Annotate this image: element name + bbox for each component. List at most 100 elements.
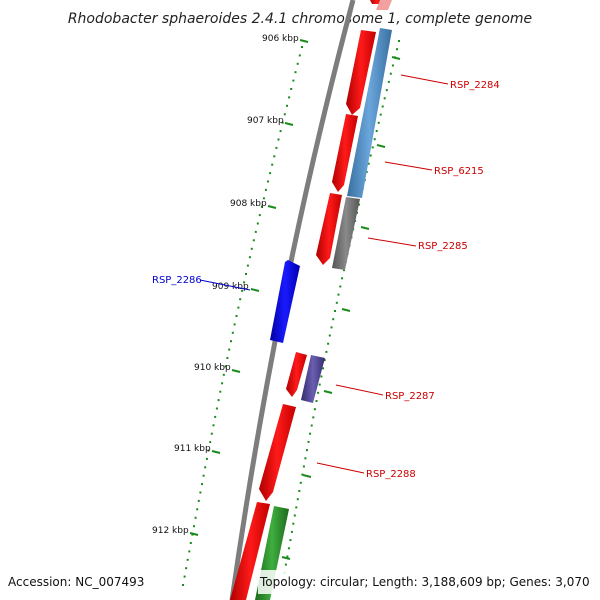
- outer-ring-dot: [328, 334, 331, 337]
- inner-ring-dot: [210, 432, 213, 435]
- inner-ring-dot: [205, 457, 208, 460]
- tick-label-910: 910 kbp: [194, 363, 231, 373]
- cog-block-purple: [301, 355, 325, 403]
- inner-ring-dot: [248, 256, 251, 259]
- inner-ring-dot: [260, 205, 263, 208]
- cog-block-top-pink: [376, 0, 392, 10]
- outer-ring-dot: [289, 539, 292, 542]
- outer-ring-dot: [375, 130, 378, 132]
- inner-ring-dot: [202, 474, 205, 477]
- inner-ring-dot: [258, 214, 261, 217]
- gene-arrow-rsp-6215[interactable]: [332, 114, 358, 192]
- tick-910: [231, 369, 241, 373]
- outer-ring-dot: [323, 359, 326, 362]
- leader-rsp-2288: [316, 462, 365, 474]
- inner-ring-dot: [250, 247, 253, 250]
- inner-ring-dot: [201, 483, 203, 486]
- outer-ring-dot: [301, 473, 304, 476]
- forward-genes: [230, 0, 384, 600]
- outer-ring-dash: [341, 308, 351, 312]
- gene-label-rsp-2288[interactable]: RSP_2288: [366, 469, 416, 480]
- inner-ring-dot: [264, 188, 267, 191]
- outer-ring-dot: [335, 301, 338, 304]
- gene-label-rsp-2286[interactable]: RSP_2286: [152, 275, 202, 286]
- outer-ring-dot: [325, 350, 328, 353]
- inner-ring-dot: [222, 373, 225, 376]
- outer-ring-dot: [318, 383, 321, 386]
- inner-ring-dot: [215, 407, 218, 410]
- inner-ring-dot: [212, 424, 215, 427]
- inner-ring-dot: [279, 130, 282, 133]
- inner-ring-dot: [262, 197, 265, 200]
- outer-ring-dot: [339, 285, 342, 288]
- label-leaders: [199, 74, 449, 474]
- footer-summary: Topology: circular; Length: 3,188,609 bp…: [259, 575, 590, 589]
- tick-908: [267, 205, 277, 209]
- outer-ring-dot: [298, 490, 301, 492]
- outer-ring-dot: [286, 555, 289, 558]
- outer-ring-dot: [304, 457, 307, 460]
- map-title: Rhodobacter sphaeroides 2.4.1 chromosome…: [68, 11, 532, 27]
- inner-ring-dot: [298, 54, 301, 57]
- gene-arrow-rsp-2288[interactable]: [259, 404, 296, 501]
- outer-ring-dot: [379, 113, 382, 116]
- leader-rsp-6215: [384, 161, 433, 171]
- inner-ring-dot: [193, 525, 195, 528]
- outer-ring-dot: [312, 416, 315, 419]
- outer-ring-dot: [383, 97, 386, 100]
- inner-ring-dot: [241, 289, 244, 292]
- outer-ring-dot: [387, 80, 390, 83]
- outer-ring-dot: [327, 342, 330, 345]
- inner-ring-dot: [196, 508, 199, 511]
- gene-label-rsp-2287[interactable]: RSP_2287: [385, 391, 435, 402]
- inner-ring-dot: [230, 340, 232, 343]
- inner-ring-dot: [267, 180, 269, 183]
- inner-ring-dot: [294, 71, 297, 74]
- outer-ring-dot: [358, 203, 360, 206]
- outer-ring-dot: [371, 146, 374, 149]
- inner-ring-dot: [197, 499, 200, 502]
- outer-tick-ring: [281, 40, 401, 582]
- outer-ring-dot: [369, 154, 372, 157]
- outer-ring-dot: [287, 547, 290, 550]
- gene-arrow-rsp-2286[interactable]: [270, 260, 300, 343]
- inner-ring-dot: [231, 331, 234, 334]
- tick-907: [284, 122, 294, 126]
- outer-ring-dot: [389, 72, 392, 75]
- outer-ring-dot: [317, 391, 320, 394]
- leader-rsp-2284: [400, 74, 449, 85]
- inner-ring-dot: [271, 163, 274, 166]
- outer-ring-dash: [391, 56, 401, 60]
- outer-ring-dot: [295, 506, 298, 509]
- gene-arrow-bottom[interactable]: [230, 502, 270, 600]
- inner-ring-dot: [243, 281, 246, 284]
- footer-accession: Accession: NC_007493: [8, 575, 144, 589]
- outer-ring-dash: [323, 390, 333, 394]
- outer-ring-dot: [381, 105, 384, 108]
- tick-912: [189, 532, 199, 536]
- gene-label-rsp-2284[interactable]: RSP_2284: [450, 80, 500, 91]
- inner-ring-dot: [237, 306, 240, 309]
- cog-blocks: [255, 0, 392, 600]
- inner-ring-dot: [277, 138, 280, 141]
- gene-arrow-rsp-2285[interactable]: [316, 193, 342, 265]
- inner-ring-dot: [228, 348, 231, 351]
- position-ticks: 906 kbp 907 kbp 908 kbp 909 kbp 910 kbp …: [152, 34, 309, 536]
- outer-ring-dot: [343, 269, 345, 272]
- cog-block-gray: [332, 197, 360, 270]
- outer-ring-dot: [341, 277, 344, 280]
- gene-arrow-rsp-2287[interactable]: [286, 352, 307, 397]
- chromosome-backbone: [229, 0, 356, 600]
- outer-ring-dash: [281, 556, 291, 560]
- gene-arrow-rsp-2284[interactable]: [346, 30, 376, 115]
- outer-ring-dot: [290, 530, 293, 533]
- outer-ring-dot: [320, 375, 323, 378]
- tick-label-909: 909 kbp: [212, 282, 249, 292]
- inner-ring-dot: [233, 323, 236, 326]
- outer-ring-dot: [293, 514, 296, 517]
- gene-label-rsp-2285[interactable]: RSP_2285: [418, 241, 468, 252]
- gene-label-rsp-6215[interactable]: RSP_6215: [434, 166, 484, 177]
- inner-ring-dot: [199, 491, 202, 494]
- outer-ring-dot: [330, 326, 333, 329]
